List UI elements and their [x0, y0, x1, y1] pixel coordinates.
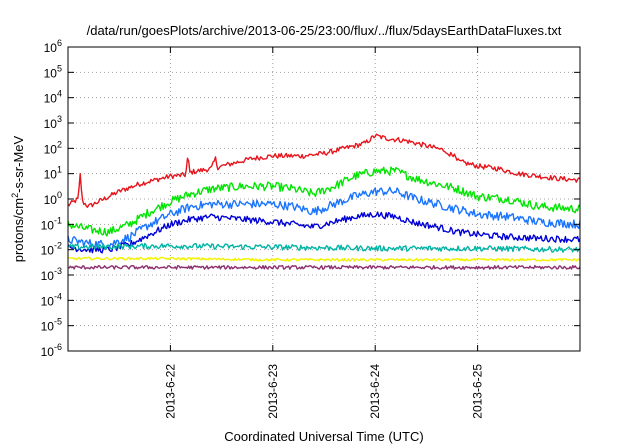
x-tick-label: 2013-6-22 [163, 364, 177, 419]
series-line-5 [67, 242, 581, 253]
y-tick-label: 102 [44, 139, 62, 156]
y-tick-label: 10-4 [41, 291, 62, 308]
y-tick-label: 101 [44, 165, 62, 182]
y-tick-label: 105 [44, 63, 62, 80]
chart-title: /data/run/goesPlots/archive/2013-06-25/2… [87, 23, 562, 38]
series-line-1 [67, 133, 581, 208]
x-axis: 2013-6-22 2013-6-23 2013-6-24 2013-6-25 [163, 47, 485, 419]
series-line-7 [67, 264, 581, 270]
grid-lines [68, 47, 580, 351]
y-tick-label: 104 [44, 89, 62, 106]
y-tick-label: 10-6 [41, 342, 62, 359]
series-line-4 [67, 211, 581, 254]
y-tick-label: 100 [44, 190, 62, 207]
y-tick-label: 10-5 [41, 317, 62, 334]
y-tick-label: 10-2 [41, 241, 62, 258]
series-line-2 [67, 166, 581, 237]
x-axis-label: Coordinated Universal Time (UTC) [224, 429, 423, 444]
data-series [67, 133, 581, 270]
y-tick-label: 10-1 [41, 215, 62, 232]
series-line-6 [67, 256, 581, 262]
x-tick-label: 2013-6-24 [368, 364, 382, 419]
y-tick-label: 106 [44, 38, 62, 55]
y-axis: 10-6 10-5 10-4 10-3 10-2 10-1 100 101 102 103 104 1… [41, 38, 580, 359]
x-tick-label: 2013-6-25 [471, 364, 485, 419]
y-tick-label: 103 [44, 114, 62, 131]
x-tick-label: 2013-6-23 [266, 364, 280, 419]
y-tick-label: 10-3 [41, 266, 62, 283]
series-line-3 [67, 186, 581, 250]
y-axis-label: protons/cm2-s-sr-MeV [10, 135, 26, 262]
